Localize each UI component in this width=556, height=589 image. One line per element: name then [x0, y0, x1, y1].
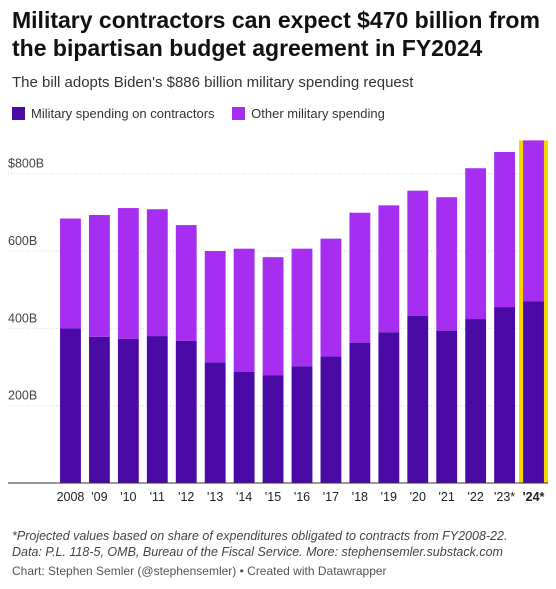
- bar-other: [291, 248, 313, 367]
- bar-contractors: [407, 315, 429, 483]
- stacked-bar-chart: 200B 400B 600B $800B 2008 '09 '10 '11 '12 '13 '14 '…: [8, 140, 548, 504]
- x-tick-label: '23*: [494, 490, 515, 504]
- legend-item-other: Other military spending: [232, 106, 385, 121]
- bar-other: [233, 248, 255, 372]
- legend: Military spending on contractors Other m…: [12, 106, 399, 123]
- bar-other: [320, 238, 342, 357]
- x-tick-label: '09: [91, 490, 107, 504]
- x-tick-label: '17: [323, 490, 339, 504]
- bar-other: [378, 205, 400, 333]
- bar-other: [175, 225, 197, 341]
- x-tick-label: '24*: [523, 490, 545, 504]
- y-tick-label: $800B: [8, 157, 44, 171]
- bar-contractors: [523, 301, 544, 483]
- bar-other: [523, 140, 544, 302]
- bar-other: [60, 218, 81, 329]
- legend-label-other: Other military spending: [251, 106, 385, 121]
- y-tick-label: 200B: [8, 389, 37, 403]
- x-tick-label: '11: [150, 490, 165, 504]
- x-tick-label: 2008: [57, 490, 85, 504]
- x-tick-label: '16: [294, 490, 310, 504]
- bar-contractors: [117, 338, 139, 483]
- x-tick-label: '14: [236, 490, 252, 504]
- y-tick-label: 400B: [8, 311, 37, 325]
- chart-credit: Chart: Stephen Semler (@stephensemler) •…: [12, 564, 387, 578]
- bar-other: [436, 197, 458, 331]
- bar-contractors: [60, 328, 81, 483]
- x-tick-label: '22: [467, 490, 483, 504]
- x-tick-label: '21: [439, 490, 455, 504]
- bar-contractors: [349, 342, 371, 483]
- chart-title: Military contractors can expect $470 bil…: [12, 7, 540, 61]
- bar-other: [88, 215, 110, 337]
- x-tick-label: '18: [352, 490, 368, 504]
- bar-other: [349, 212, 371, 343]
- bar-other: [146, 209, 168, 337]
- bar-contractors: [494, 307, 516, 483]
- x-tick-label: '10: [120, 490, 136, 504]
- x-tick-label: '20: [410, 490, 426, 504]
- x-tick-label: '12: [178, 490, 194, 504]
- legend-swatch-contractors: [12, 107, 25, 120]
- bar-contractors: [233, 371, 255, 483]
- x-tick-label: '13: [207, 490, 223, 504]
- bar-contractors: [146, 336, 168, 483]
- legend-item-contractors: Military spending on contractors: [12, 106, 215, 121]
- bar-other: [117, 208, 139, 339]
- legend-label-contractors: Military spending on contractors: [31, 106, 215, 121]
- legend-swatch-other: [232, 107, 246, 120]
- bar-contractors: [204, 362, 226, 483]
- bar-contractors: [436, 330, 458, 483]
- bar-other: [465, 168, 487, 320]
- chart-subtitle: The bill adopts Biden's $886 billion mil…: [12, 74, 414, 91]
- x-tick-label: '15: [265, 490, 281, 504]
- bar-contractors: [378, 332, 400, 483]
- bar-other: [494, 152, 516, 308]
- notes-line-1: *Projected values based on share of expe…: [12, 529, 508, 543]
- y-tick-label: 600B: [8, 234, 37, 248]
- bar-contractors: [262, 375, 284, 483]
- bar-contractors: [320, 356, 342, 483]
- notes-line-2: Data: P.L. 118-5, OMB, Bureau of the Fis…: [12, 545, 503, 559]
- bar-contractors: [175, 340, 197, 483]
- bar-other: [204, 251, 226, 363]
- x-tick-label: '19: [381, 490, 397, 504]
- bar-contractors: [291, 366, 313, 483]
- bar-other: [407, 190, 429, 316]
- chart-notes: *Projected values based on share of expe…: [12, 528, 548, 560]
- bar-contractors: [465, 319, 487, 483]
- bar-contractors: [88, 336, 110, 483]
- bar-other: [262, 257, 284, 376]
